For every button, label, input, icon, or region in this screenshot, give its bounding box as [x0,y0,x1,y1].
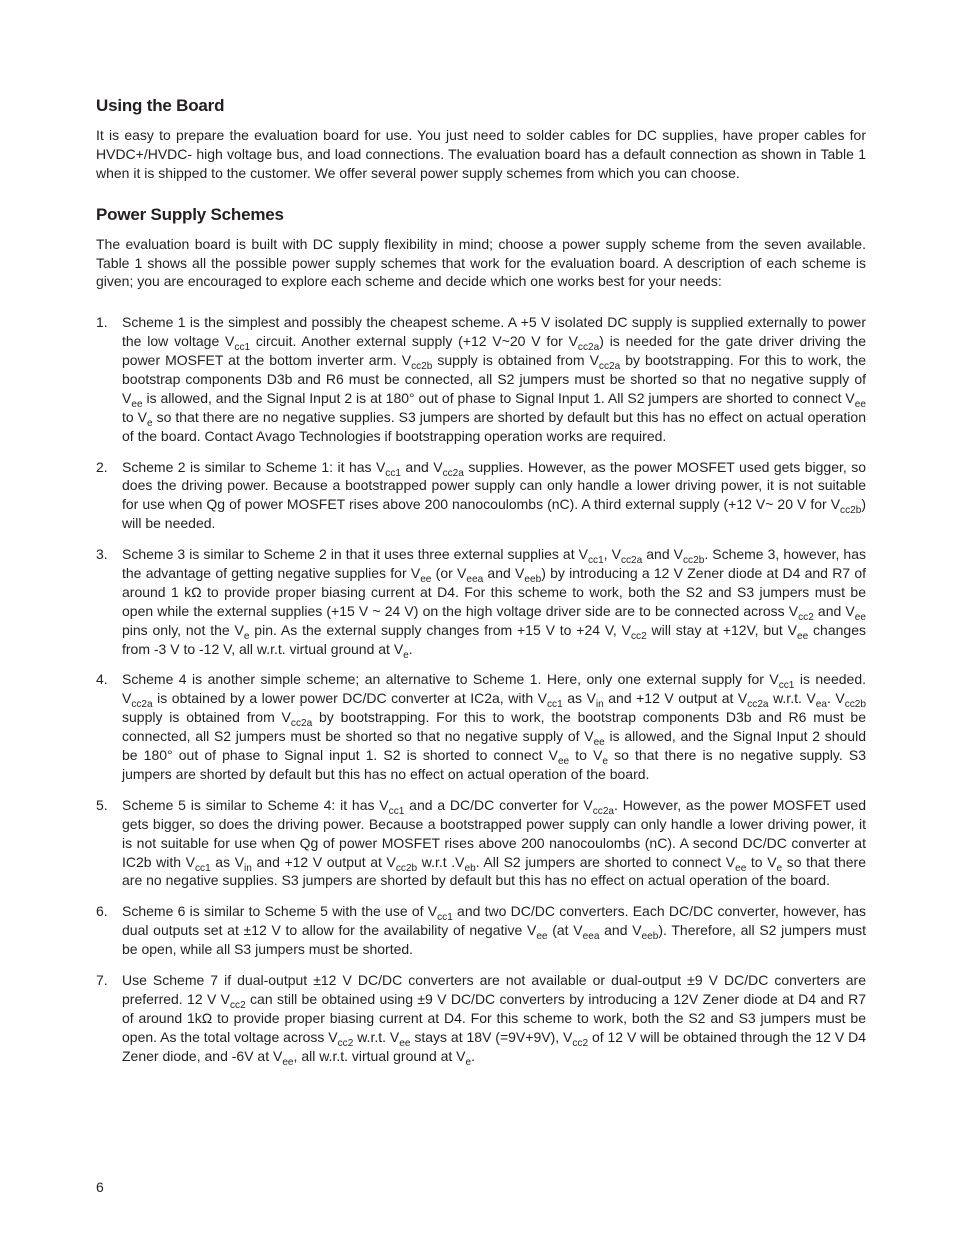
scheme-item: Scheme 2 is similar to Scheme 1: it has … [96,458,866,534]
section-body-using-the-board: It is easy to prepare the evaluation boa… [96,126,866,183]
section-heading-using-the-board: Using the Board [96,96,866,116]
scheme-item: Scheme 3 is similar to Scheme 2 in that … [96,545,866,658]
section-body-power-supply-schemes: The evaluation board is built with DC su… [96,235,866,292]
scheme-item: Scheme 6 is similar to Scheme 5 with the… [96,902,866,959]
scheme-item: Scheme 5 is similar to Scheme 4: it has … [96,796,866,890]
scheme-item: Use Scheme 7 if dual-output ±12 V DC/DC … [96,971,866,1065]
section-heading-power-supply-schemes: Power Supply Schemes [96,205,866,225]
scheme-list: Scheme 1 is the simplest and possibly th… [96,313,866,1065]
document-page: Using the Board It is easy to prepare th… [0,0,954,1235]
page-number: 6 [96,1179,104,1195]
scheme-item: Scheme 4 is another simple scheme; an al… [96,670,866,783]
scheme-item: Scheme 1 is the simplest and possibly th… [96,313,866,445]
